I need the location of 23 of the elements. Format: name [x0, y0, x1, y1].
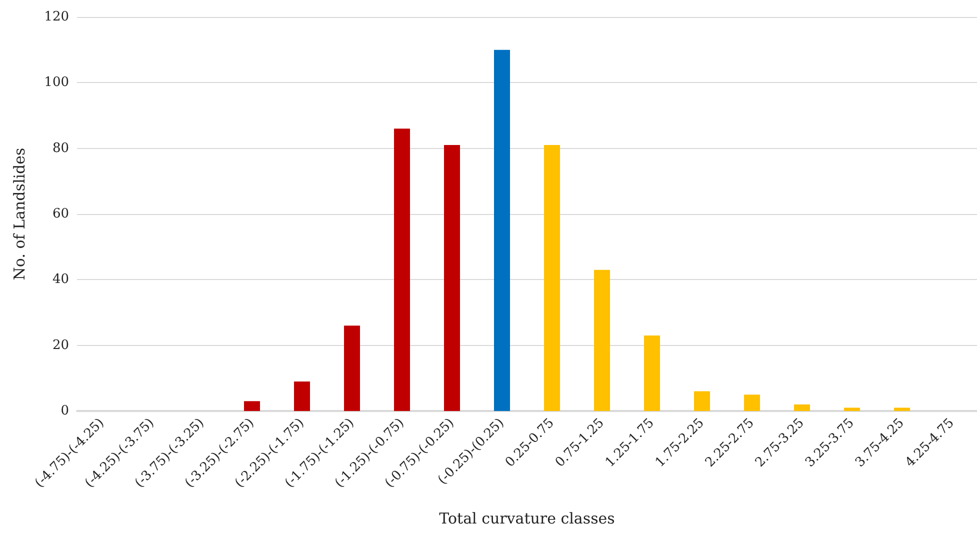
bar [894, 408, 910, 411]
bar [544, 145, 560, 411]
bar [844, 408, 860, 411]
bar [594, 270, 610, 411]
bar [744, 394, 760, 411]
bar [494, 50, 510, 411]
y-axis-title: No. of Landslides [10, 148, 28, 280]
bar [644, 335, 660, 411]
y-tick-label: 0 [60, 404, 69, 418]
x-axis-title: Total curvature classes [439, 510, 615, 528]
y-tick-label: 60 [52, 206, 69, 222]
y-tick-label: 120 [44, 10, 69, 24]
bar [244, 401, 260, 411]
bar [294, 381, 310, 411]
y-tick-label: 80 [52, 140, 69, 156]
bar [444, 145, 460, 411]
bar [694, 391, 710, 411]
y-tick-label: 100 [44, 75, 69, 90]
bar [394, 128, 410, 411]
y-tick-label: 20 [52, 338, 69, 353]
y-tick-label: 40 [52, 272, 69, 288]
bar [794, 404, 810, 411]
bar [344, 326, 360, 411]
